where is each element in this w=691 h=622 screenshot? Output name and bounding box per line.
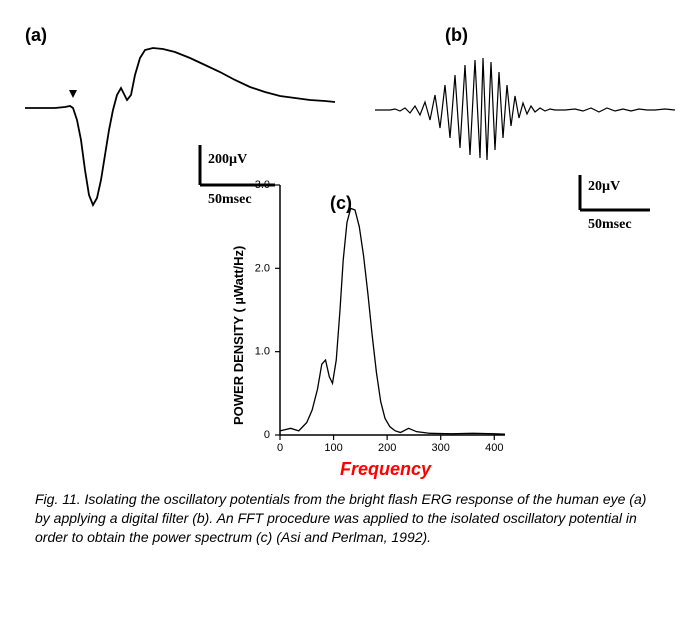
- x-axis-label: Frequency: [340, 459, 432, 479]
- figure-container: (a) 200µV 50msec (b) 20µV: [10, 10, 681, 480]
- panel-c-svg: 0 1.0 2.0 3.0 0 100 200 300 400 POWER DENSITY ( …: [225, 175, 535, 485]
- scale-bar-b: 20µV 50msec: [580, 175, 650, 232]
- scale-y-text-b: 20µV: [588, 179, 620, 194]
- power-spectrum-curve: [280, 208, 505, 434]
- figure-caption: Fig. 11. Isolating the oscillatory poten…: [10, 480, 681, 557]
- panel-a-label: (a): [25, 25, 47, 46]
- panel-c: 0 1.0 2.0 3.0 0 100 200 300 400 POWER DENSITY ( …: [225, 175, 535, 485]
- ytick-label: 1.0: [255, 346, 270, 358]
- y-axis-label: POWER DENSITY ( µWatt/Hz): [231, 246, 246, 425]
- panel-c-label: (c): [330, 193, 352, 214]
- panel-b-label: (b): [445, 25, 468, 46]
- xtick-label: 100: [324, 442, 342, 454]
- xtick-label: 300: [432, 442, 450, 454]
- oscillatory-waveform: [375, 58, 675, 160]
- scale-x-text-b: 50msec: [588, 217, 632, 232]
- xtick-label: 0: [277, 442, 283, 454]
- ytick-label: 3.0: [255, 179, 270, 191]
- xtick-label: 200: [378, 442, 396, 454]
- stimulus-marker-icon: [69, 90, 77, 98]
- ytick-label: 0: [264, 429, 270, 441]
- scale-y-text-a: 200µV: [208, 152, 247, 167]
- xtick-label: 400: [485, 442, 503, 454]
- ytick-label: 2.0: [255, 262, 270, 274]
